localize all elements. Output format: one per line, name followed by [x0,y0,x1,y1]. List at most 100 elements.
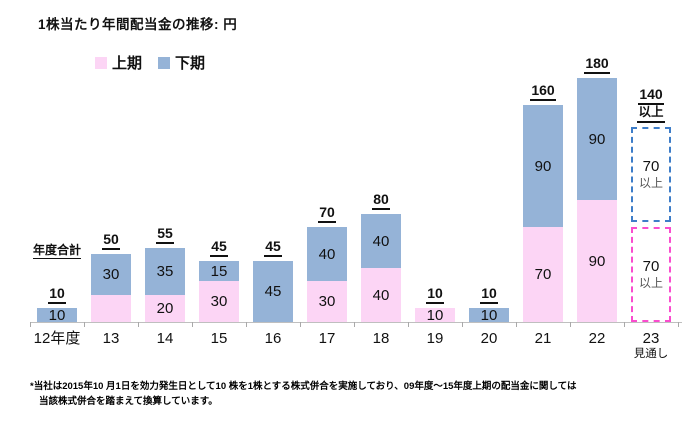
annual-total-caption: 年度合計 [32,243,81,259]
x-axis-label-text: 18 [372,330,390,347]
x-axis-label: 22 [570,330,624,348]
bar-column: 40 40 80 [354,191,408,322]
x-axis-label: 16 [246,330,300,348]
total-value: 80 [372,191,390,210]
bar-segment-second-half: 45 [253,261,293,322]
segment-value-label: 10 [426,306,444,324]
bar-segment-second-half: 40 [307,227,347,281]
total-value: 10 [426,285,444,304]
x-axis-tick [300,322,301,327]
bar-segment-second-half: 90 [523,105,563,227]
legend-item-first-half: 上期 [95,52,142,73]
bar-segment-first-half: 20 [145,295,185,322]
segment-value-label: 90 [588,252,606,270]
bar-column: 70 90 160 [516,82,570,322]
total-label: 10 [480,285,498,304]
total-value: 45 [264,238,282,257]
x-axis-label: 19 [408,330,462,348]
segment-value-label: 40 [318,245,336,263]
bar-segment-second-half: 10 [37,308,77,323]
bar-segment-second-half: 90 [577,78,617,200]
total-label: 55 [156,225,174,244]
x-axis-label: 14 [138,330,192,348]
chart-legend: 上期 下期 [95,52,205,73]
bar-column: 10 10 [30,285,84,323]
bar-column: 30 40 70 [300,204,354,322]
total-value: 55 [156,225,174,244]
bar-segment-second-half: 30 [91,254,131,295]
segment-value-label: 70 [642,157,660,175]
total-label: 80 [372,191,390,210]
total-value: 180 [584,55,610,74]
x-axis-label-text: 19 [426,330,444,347]
x-axis-label-text: 20 [480,330,498,347]
legend-item-second-half: 下期 [158,52,205,73]
x-axis-label-text: 15 [210,330,228,347]
x-axis-label: 21 [516,330,570,348]
footnote-line-2: 当該株式併合を踏まえて換算しています。 [39,396,218,408]
x-axis-label-text: 23 [642,330,660,347]
bar-column: 10 10 [408,285,462,323]
segment-value-label: 40 [372,232,390,250]
total-label: 50 [102,231,120,250]
bar-column: 90 90 180 [570,55,624,322]
total-value: 10 [480,285,498,304]
bar-segment-second-half: 40 [361,214,401,268]
bar-segment-second-half: 15 [199,261,239,281]
segment-value-label: 35 [156,263,174,280]
total-value: 160 [530,82,556,101]
x-axis-label-text: 14 [156,330,174,347]
segment-value-label: 90 [534,157,552,175]
x-axis-tick [84,322,85,327]
x-axis-sublabel: 見通し [633,348,669,360]
bar-segment-first-half: 30 [307,281,347,322]
segment-value-label: 45 [264,283,282,300]
segment-value-label: 10 [480,306,498,324]
bar-column: 30 50 [84,231,138,322]
x-axis-label: 12年度 [30,330,84,348]
footnote: *当社は2015年10 月1日を効力発生日として10 株を1株とする株式併合を実… [30,379,576,409]
footnote-line-1: *当社は2015年10 月1日を効力発生日として10 株を1株とする株式併合を実… [30,381,577,392]
total-label: 10 [426,285,444,304]
total-value: 70 [318,204,336,223]
x-axis-tick [192,322,193,327]
total-label: 180 [584,55,610,74]
x-axis-label: 23 見通し [624,330,678,362]
total-label: 10 [48,285,66,304]
x-axis-label: 13 [84,330,138,348]
x-axis-tick [462,322,463,327]
legend-swatch-second-half [158,56,171,69]
x-axis-label-text: 12年度 [33,330,81,347]
x-axis-label-text: 13 [102,330,120,347]
bar-segment-first-half: 30 [199,281,239,322]
total-label: 140 以上 [637,86,665,123]
bar-segment-second-half-forecast: 70 以上 [631,127,671,222]
bar-segment-first-half: 90 [577,200,617,322]
x-axis-label-text: 16 [264,330,282,347]
x-axis-tick [30,322,31,327]
segment-value-label: 70 [534,266,552,283]
x-axis-label-text: 22 [588,330,606,347]
bar-column: 20 35 55 [138,225,192,322]
bar-segment-first-half: 70 [523,227,563,322]
segment-value-label: 40 [372,286,390,304]
x-axis-tick [624,322,625,327]
bar-segment-second-half: 35 [145,248,185,295]
x-axis-tick [570,322,571,327]
total-value: 140 [638,86,664,106]
bar-column: 70 以上 70 以上 140 以上 [624,86,678,322]
x-axis-tick [354,322,355,327]
bar-segment-first-half [91,295,131,322]
bar-segment-first-half: 40 [361,268,401,322]
segment-value-label: 20 [156,300,174,317]
segment-value-label: 30 [102,266,120,283]
bar-segment-first-half: 10 [415,306,455,324]
chart-title: 1株当たり年間配当金の推移: 円 [38,17,238,32]
total-label: 45 [210,238,228,257]
bar-segment-first-half-forecast: 70 以上 [631,227,671,322]
bar-column: 45 45 [246,238,300,322]
total-suffix: 以上 [637,105,665,123]
total-value: 10 [48,285,66,304]
x-axis-label: 17 [300,330,354,348]
